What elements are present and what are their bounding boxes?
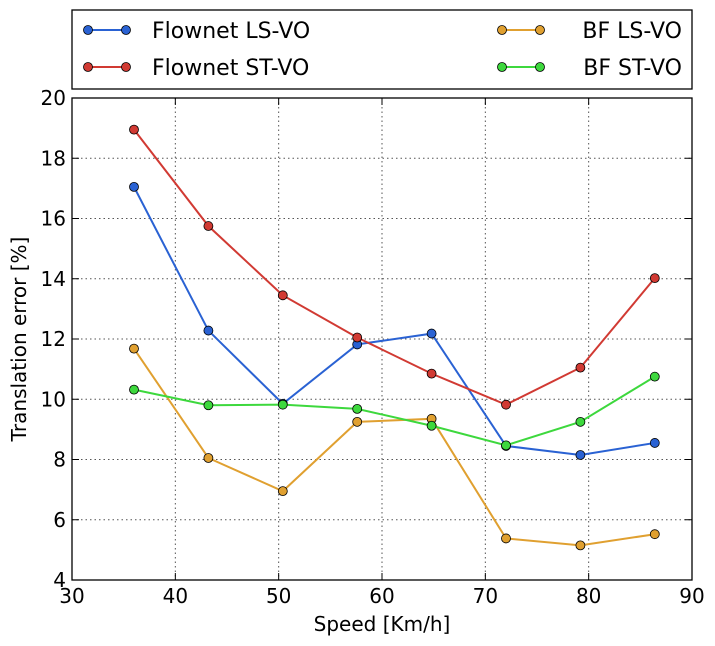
y-tick-label: 12 bbox=[41, 327, 66, 351]
y-tick-label: 6 bbox=[53, 508, 66, 532]
legend-item-flownet-st-vo: Flownet ST-VO bbox=[83, 56, 309, 81]
y-axis-label: Translation error [%] bbox=[7, 237, 31, 443]
data-point bbox=[129, 343, 139, 354]
x-tick-label: 50 bbox=[266, 584, 291, 608]
legend-marker bbox=[83, 25, 93, 35]
series-bf-st-vo bbox=[129, 371, 660, 451]
data-point bbox=[352, 332, 363, 343]
legend-box bbox=[71, 9, 693, 90]
y-tick-label: 16 bbox=[41, 207, 66, 231]
ticks: 30 40 50 60 70 80 90 4 6 8 10 12 14 16 18 20 bbox=[41, 86, 705, 608]
data-point bbox=[203, 400, 214, 411]
data-point bbox=[426, 420, 437, 431]
legend-marker bbox=[83, 62, 93, 72]
data-point bbox=[575, 362, 586, 373]
x-tick-label: 70 bbox=[473, 584, 498, 608]
y-tick-label: 10 bbox=[41, 387, 66, 411]
data-point bbox=[277, 486, 288, 497]
legend-marker bbox=[497, 62, 507, 72]
data-point bbox=[352, 416, 363, 427]
data-point bbox=[649, 273, 660, 284]
data-point bbox=[277, 399, 288, 410]
data-point bbox=[203, 221, 214, 231]
y-tick-label: 18 bbox=[41, 146, 66, 170]
data-point bbox=[203, 453, 214, 463]
y-tick-label: 14 bbox=[41, 267, 66, 291]
data-point bbox=[501, 399, 511, 410]
x-tick-label: 80 bbox=[576, 584, 601, 608]
legend-label: Flownet LS-VO bbox=[152, 19, 310, 44]
legend-marker bbox=[121, 62, 131, 72]
legend-label: BF ST-VO bbox=[583, 56, 682, 81]
data-point bbox=[352, 403, 363, 414]
legend-marker bbox=[535, 25, 545, 35]
legend-marker bbox=[121, 25, 131, 35]
x-tick-label: 40 bbox=[163, 584, 188, 608]
data-point bbox=[649, 438, 660, 448]
series-layer bbox=[129, 124, 660, 551]
data-point bbox=[277, 290, 288, 301]
x-axis-label: Speed [Km/h] bbox=[314, 612, 451, 636]
data-point bbox=[501, 440, 511, 451]
x-tick-label: 30 bbox=[59, 584, 84, 608]
x-tick-label: 90 bbox=[679, 584, 704, 608]
series-flownet-st-vo bbox=[129, 124, 660, 410]
legend-label: Flownet ST-VO bbox=[152, 56, 309, 81]
data-point bbox=[501, 533, 511, 544]
data-point bbox=[649, 371, 660, 382]
series-line bbox=[133, 186, 655, 456]
legend-item-flownet-ls-vo: Flownet LS-VO bbox=[83, 19, 310, 44]
data-point bbox=[129, 181, 139, 192]
data-point bbox=[426, 368, 437, 379]
legend-label: BF LS-VO bbox=[582, 19, 682, 44]
legend-marker bbox=[535, 62, 545, 72]
grid bbox=[72, 98, 692, 580]
x-tick-label: 60 bbox=[369, 584, 394, 608]
legend-marker bbox=[497, 25, 507, 35]
series-line bbox=[133, 348, 655, 547]
y-tick-label: 20 bbox=[41, 86, 66, 110]
data-point bbox=[426, 328, 437, 339]
data-point bbox=[575, 540, 586, 551]
legend-item-bf-st-vo: BF ST-VO bbox=[497, 56, 682, 81]
data-point bbox=[129, 384, 139, 395]
legend-item-bf-ls-vo: BF LS-VO bbox=[497, 19, 682, 44]
data-point bbox=[575, 416, 586, 427]
series-bf-ls-vo bbox=[129, 343, 660, 551]
y-tick-label: 4 bbox=[53, 568, 66, 592]
series-line bbox=[133, 375, 656, 447]
legend: Flownet LS-VO Flownet ST-VO BF LS-VO BF ST-… bbox=[71, 9, 693, 90]
data-point bbox=[575, 450, 586, 460]
data-point bbox=[203, 325, 214, 336]
y-tick-label: 8 bbox=[53, 448, 66, 472]
series-line bbox=[133, 129, 656, 406]
data-point bbox=[129, 124, 139, 135]
data-point bbox=[649, 529, 660, 540]
